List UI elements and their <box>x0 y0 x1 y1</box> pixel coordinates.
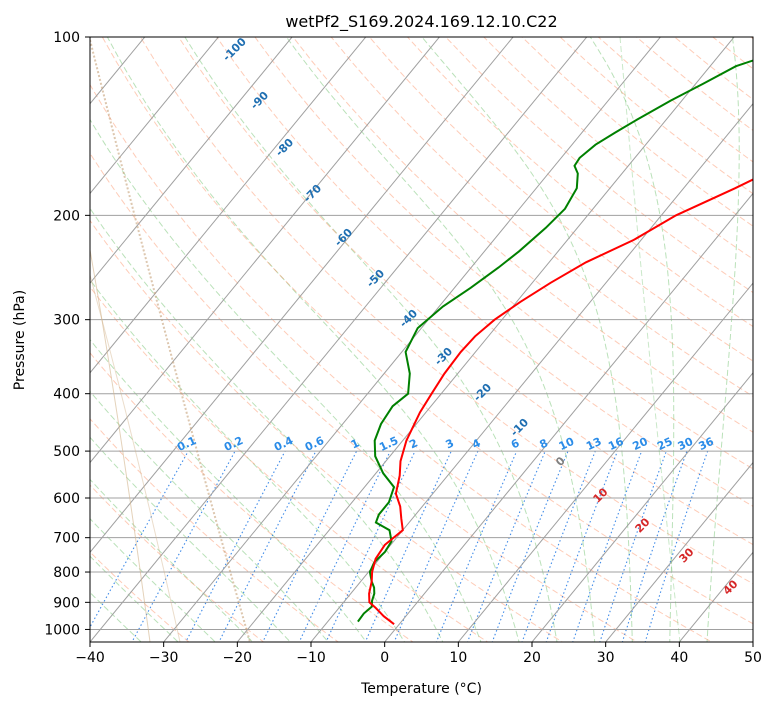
skewed-isotherms <box>90 37 753 642</box>
mixing-ratio-label: 25 <box>655 435 674 453</box>
dry-adiabat <box>139 37 753 585</box>
isotherm-line <box>531 372 753 642</box>
mixing-ratio-label: 20 <box>631 435 651 453</box>
dry-adiabat <box>90 152 639 642</box>
y-tick-label: 800 <box>53 565 80 581</box>
x-tick-label: 30 <box>597 650 615 666</box>
isobar-gridlines <box>90 37 753 630</box>
temperature-line <box>368 178 753 625</box>
dry-adiabat <box>90 286 489 642</box>
dewpoint-line <box>357 59 753 623</box>
aux-curve <box>90 39 251 642</box>
isotherm-line <box>90 37 293 284</box>
x-tick-label: 20 <box>523 650 541 666</box>
x-axis-label: Temperature (°C) <box>360 681 482 697</box>
x-tick-label: 50 <box>744 650 762 666</box>
x-tick-label: −40 <box>75 650 105 666</box>
isotherm-line <box>236 37 735 642</box>
isotherm-line <box>163 37 662 642</box>
isotherm-line <box>457 282 753 642</box>
y-axis-label: Pressure (hPa) <box>12 290 28 390</box>
dry-adiabat <box>292 37 753 433</box>
mixing-ratio-label: 16 <box>606 435 626 453</box>
profile-lines <box>357 59 753 625</box>
chart-title: wetPf2_S169.2024.169.12.10.C22 <box>285 12 557 32</box>
isotherm-line <box>90 37 367 374</box>
moist-adiabat <box>90 390 329 642</box>
moist-adiabat <box>90 118 482 642</box>
x-tick-label: −30 <box>149 650 179 666</box>
x-axis: −40 −30 −20 −10 0 10 20 30 40 50 <box>75 642 762 666</box>
dry-adiabat <box>368 37 753 362</box>
mixing-ratio-label: 13 <box>584 435 603 453</box>
x-tick-label: −20 <box>223 650 253 666</box>
isotherm-line <box>90 37 441 464</box>
aux-curve <box>90 249 151 642</box>
dry-adiabat <box>90 551 190 642</box>
dry-adiabat <box>406 37 753 328</box>
plot-area <box>90 37 753 642</box>
y-tick-label: 200 <box>53 208 80 224</box>
auxiliary-curves <box>90 37 681 642</box>
x-tick-label: 0 <box>380 650 389 666</box>
y-tick-label: 100 <box>53 30 80 46</box>
x-tick-label: 40 <box>670 650 688 666</box>
isotherm-line <box>90 37 588 642</box>
y-tick-label: 900 <box>53 595 80 611</box>
isotherm-line <box>90 37 220 195</box>
x-tick-label: 10 <box>449 650 467 666</box>
mixing-ratio-label: 10 <box>557 435 577 453</box>
x-tick-label: −10 <box>296 650 326 666</box>
dry-adiabat <box>90 484 265 642</box>
y-axis: 100 200 300 400 500 600 700 800 900 1000 <box>44 30 90 638</box>
y-tick-label: 700 <box>53 531 80 547</box>
y-tick-label: 400 <box>53 387 80 403</box>
moist-adiabat <box>184 37 558 642</box>
dry-adiabat <box>90 83 713 642</box>
dry-adiabat <box>754 10 775 654</box>
mixing-ratio-label: 30 <box>676 435 696 453</box>
isotherm-line <box>90 37 514 554</box>
isotherm-line <box>605 461 753 642</box>
aux-curve <box>619 37 681 642</box>
y-tick-label: 1000 <box>44 622 80 638</box>
dry-adiabat <box>101 37 753 625</box>
dry-adiabat <box>90 352 414 642</box>
moist-adiabat <box>90 207 444 642</box>
isotherm-line <box>384 192 753 642</box>
plot-frame <box>89 36 754 643</box>
y-tick-label: 600 <box>53 491 80 507</box>
dry-adiabat <box>330 37 753 397</box>
mixing-ratio-label: 36 <box>696 435 716 453</box>
y-tick-label: 300 <box>53 313 80 329</box>
y-tick-label: 500 <box>53 444 80 460</box>
dry-adiabat <box>90 418 340 642</box>
dry-adiabat <box>254 37 753 470</box>
aux-curve <box>90 274 181 642</box>
